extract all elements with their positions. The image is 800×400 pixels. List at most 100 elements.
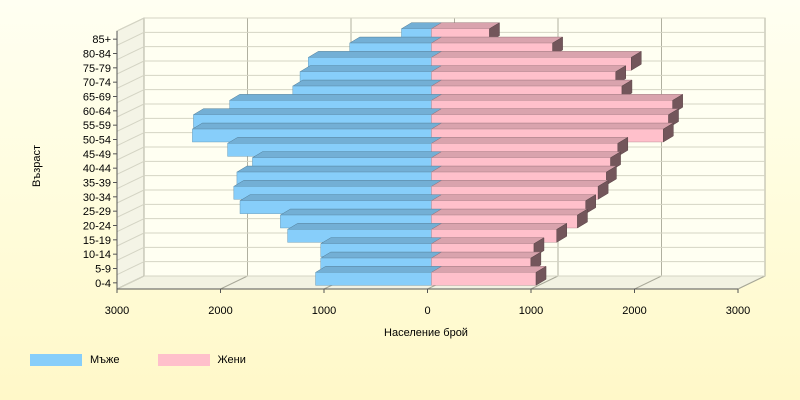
y-tick-label: 25-29: [83, 206, 111, 218]
y-tick-label: 80-84: [83, 49, 111, 61]
legend-label-women: Жени: [217, 354, 246, 366]
bar-women-35-39-top: [430, 165, 618, 173]
bar-men-20-24-top: [279, 208, 443, 216]
bar-women-20-24-top: [430, 208, 589, 216]
bar-men-65-69-top: [291, 79, 443, 87]
bar-women-15-19-side: [556, 222, 567, 243]
grid-line-y-side: [116, 175, 145, 190]
bar-men-25-29-top: [239, 194, 443, 201]
bar-women-0-4-side: [535, 265, 547, 286]
y-tick-label: 35-39: [83, 178, 111, 190]
bar-women-15-19-top: [430, 223, 568, 230]
bar-women-50-54-top: [430, 122, 675, 130]
grid-line-y-side: [116, 160, 145, 175]
x-tick-label: 3000: [105, 305, 129, 317]
legend-swatch-women: [157, 354, 210, 366]
grid-line-y-side: [116, 275, 145, 290]
bar-men-10-14-top: [319, 237, 443, 244]
bar-women-10-14-top: [430, 237, 545, 244]
bar-women-70-74-top: [430, 65, 627, 72]
grid-line-x-floor: [737, 275, 766, 290]
grid-line-y-side: [116, 17, 145, 32]
bars-layer: [191, 22, 684, 286]
y-tick-label: 55-59: [83, 120, 111, 132]
bar-men-75-79-top: [307, 51, 443, 58]
bar-men-15-19-top: [286, 223, 443, 230]
bar-women-45-49-top: [430, 137, 629, 144]
y-tick-label: 70-74: [83, 77, 111, 89]
bar-women-0-4-top: [430, 266, 547, 273]
grid-line-y-side: [116, 89, 145, 104]
x-tick-label: 3000: [726, 305, 750, 317]
y-tick-label: 30-34: [83, 192, 111, 204]
grid-line-x-floor: [530, 275, 559, 290]
bar-men-40-44-top: [251, 151, 443, 158]
bar-women-0-4-front: [431, 272, 537, 286]
y-tick-label: 10-14: [83, 249, 111, 261]
y-tick-label: 85+: [92, 34, 111, 46]
legend-label-men: Мъже: [90, 354, 120, 366]
y-tick-label: 20-24: [83, 221, 111, 233]
bar-men-45-49-top: [226, 137, 443, 144]
bar-men-80-84-top: [348, 36, 443, 44]
y-tick-label: 15-19: [83, 235, 111, 247]
bar-men-50-54-top: [191, 122, 443, 130]
grid-line-y-side: [116, 74, 145, 89]
bar-women-50-54-side: [663, 122, 674, 143]
bar-men-55-59-top: [192, 108, 443, 115]
bar-women-55-59-top: [430, 108, 680, 115]
x-tick-label: 0: [424, 305, 430, 317]
bar-men-0-4-front: [315, 272, 432, 286]
bar-men-35-39-top: [236, 165, 443, 173]
grid-line-y-side: [116, 189, 145, 204]
bar-men-0-4: [314, 266, 443, 286]
bar-women-30-34-side: [597, 179, 609, 200]
x-tick-label: 2000: [622, 305, 646, 317]
grid-line-y-side: [116, 246, 145, 261]
chart-legend: Мъже Жени: [30, 354, 246, 366]
y-tick-label: 50-54: [83, 135, 111, 147]
bar-women-30-34-top: [430, 180, 610, 187]
y-tick-label: 45-49: [83, 149, 111, 161]
bar-women-80-84-top: [430, 36, 564, 44]
grid-line-y-side: [116, 218, 145, 233]
bar-women-5-9-top: [430, 251, 542, 259]
y-tick-label: 65-69: [83, 92, 111, 104]
labels-layer: 0-4 5-9 10-14 15-19 20-24 25-29 30-34 35-39 40-4…: [83, 34, 750, 317]
grid-line-x-floor: [634, 275, 662, 290]
bar-men-60-64-top: [228, 94, 443, 101]
grid-line-y-side: [116, 31, 145, 46]
bar-women-75-79-top: [430, 51, 643, 58]
bar-women-20-24-side: [577, 208, 588, 229]
x-tick-label: 2000: [208, 305, 232, 317]
grid-line-y-side: [116, 203, 145, 218]
bar-men-0-4-top: [314, 266, 443, 273]
bar-women-65-69-top: [430, 79, 633, 87]
y-tick-label: 0-4: [95, 278, 111, 290]
x-axis-title: Население брой: [384, 327, 468, 339]
bar-women-0-4: [430, 265, 547, 286]
bar-men-30-34-top: [232, 180, 443, 187]
x-tick-label: 1000: [312, 305, 336, 317]
grid-line-y-side: [116, 46, 145, 61]
grid-line-y-side: [116, 103, 145, 118]
grid-line-y-side: [116, 117, 145, 132]
bar-women-60-64-top: [430, 94, 684, 101]
grid-line-y-side: [116, 132, 145, 147]
grid-line-y-side: [116, 261, 145, 276]
y-tick-label: 75-79: [83, 63, 111, 75]
grid-line-y-side: [116, 60, 145, 75]
x-tick-label: 1000: [519, 305, 543, 317]
legend-swatch-men: [30, 354, 82, 366]
y-tick-label: 60-64: [83, 106, 111, 118]
bar-women-85plus-top: [430, 22, 501, 29]
y-axis-title: Възраст: [31, 145, 43, 187]
bar-women-80-84: [430, 36, 564, 57]
bar-women-25-29-top: [430, 194, 597, 201]
legend-item-women: Жени: [157, 354, 246, 366]
legend-item-men: Мъже: [30, 354, 120, 366]
bar-men-5-9-top: [319, 251, 443, 259]
axes-layer: [113, 31, 739, 293]
grid-line-y-side: [116, 146, 145, 161]
